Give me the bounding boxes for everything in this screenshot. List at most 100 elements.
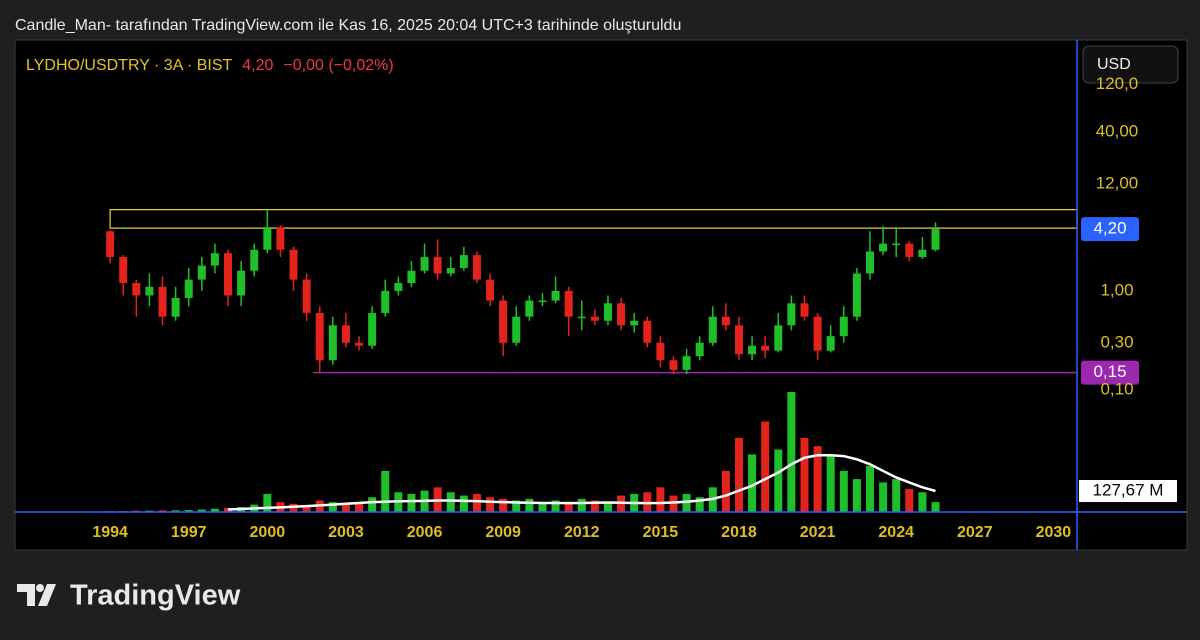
volume-bar xyxy=(564,502,573,512)
candle-body xyxy=(197,265,206,280)
candle-body xyxy=(577,316,586,319)
candle-body xyxy=(538,300,547,303)
volume-bar xyxy=(197,509,206,512)
volume-bar xyxy=(158,510,167,512)
candle-body xyxy=(381,290,390,313)
candle-body xyxy=(145,286,154,296)
volume-bar xyxy=(328,502,337,512)
candle-body xyxy=(472,255,481,280)
last-price-label: 4,20 xyxy=(1093,219,1126,238)
x-tick-label: 2012 xyxy=(564,524,600,541)
candle-body xyxy=(289,249,298,280)
candle-body xyxy=(774,325,783,351)
candle-body xyxy=(224,253,233,296)
y-tick-label: 120,0 xyxy=(1096,74,1139,93)
candle-body xyxy=(695,342,704,357)
candle-body xyxy=(865,251,874,274)
volume-bar xyxy=(525,498,534,512)
x-tick-label: 2003 xyxy=(328,524,364,541)
symbol: LYDHO/USDTRY · 3A · BIST xyxy=(26,57,233,74)
candle-body xyxy=(158,286,167,317)
candle-body xyxy=(643,320,652,343)
candle-body xyxy=(250,249,259,271)
volume-bar xyxy=(826,454,835,512)
candle-body xyxy=(787,303,796,326)
candle-body xyxy=(721,316,730,326)
candle-body xyxy=(918,249,927,257)
volume-bar xyxy=(656,487,665,512)
logo-icon xyxy=(17,584,56,606)
volume-bar xyxy=(381,470,390,512)
candle-body xyxy=(315,312,324,361)
candle-body xyxy=(682,356,691,370)
x-tick-label: 2000 xyxy=(250,524,286,541)
candle-body xyxy=(564,290,573,317)
candle-body xyxy=(184,279,193,298)
candle-body xyxy=(237,270,246,296)
candle-body xyxy=(433,256,442,274)
candle-body xyxy=(931,229,940,250)
attribution: Candle_Man- tarafından TradingView.com i… xyxy=(15,17,681,34)
plot xyxy=(106,209,1078,512)
candle-body xyxy=(551,290,560,301)
candle-body xyxy=(328,325,337,361)
support-label: 0,15 xyxy=(1093,362,1126,381)
volume-bar xyxy=(865,465,874,512)
x-tick-label: 1994 xyxy=(92,524,128,541)
last-price: 4,20 xyxy=(242,57,273,74)
volume-bar xyxy=(512,500,521,512)
volume-bar xyxy=(263,493,272,512)
candle-body xyxy=(800,303,809,317)
candle-body xyxy=(132,283,141,296)
volume-bar xyxy=(341,503,350,512)
candle-body xyxy=(669,360,678,370)
currency-label[interactable]: USD xyxy=(1097,56,1131,73)
candle-body xyxy=(826,336,835,351)
x-tick-label: 2030 xyxy=(1036,524,1072,541)
x-tick-label: 2018 xyxy=(721,524,757,541)
candle-body xyxy=(302,279,311,313)
x-tick-label: 2021 xyxy=(800,524,836,541)
candle-body xyxy=(879,243,888,252)
volume-bar xyxy=(918,492,927,512)
x-tick-label: 1997 xyxy=(171,524,207,541)
volume-bar xyxy=(224,507,233,512)
candle-body xyxy=(603,303,612,321)
candle-body xyxy=(263,227,272,250)
x-tick-label: 2006 xyxy=(407,524,443,541)
volume-bar xyxy=(184,510,193,512)
candle-body xyxy=(839,316,848,337)
last-price-label-box xyxy=(1081,217,1139,242)
candle-body xyxy=(761,345,770,351)
candle-body xyxy=(171,297,180,317)
candle-body xyxy=(420,256,429,271)
candle-body xyxy=(106,231,115,257)
candle-body xyxy=(748,345,757,355)
volume-bar xyxy=(905,488,914,512)
candle-body xyxy=(512,316,521,343)
candle-body xyxy=(892,243,901,246)
candle-body xyxy=(525,300,534,317)
volume-bar xyxy=(472,493,481,512)
y-tick-label: 0,10 xyxy=(1100,380,1133,399)
volume-bar xyxy=(486,497,495,512)
candle-body xyxy=(394,283,403,291)
currency-button[interactable] xyxy=(1082,45,1179,84)
volume-bar xyxy=(800,438,809,512)
candle-body xyxy=(590,316,599,321)
volume-bar xyxy=(368,497,377,512)
volume-bar xyxy=(499,498,508,512)
overlay: 4,20 0,15 127,67 M xyxy=(1079,217,1177,503)
chart-panel xyxy=(14,39,1188,551)
candle-body xyxy=(119,256,128,284)
volume-bar xyxy=(355,502,364,512)
volume-bar xyxy=(931,502,940,512)
x-tick-label: 2027 xyxy=(957,524,993,541)
volume-bar xyxy=(302,505,311,512)
volume-bar xyxy=(551,500,560,512)
volume-bar xyxy=(695,497,704,512)
volume-bar xyxy=(459,495,468,512)
candle-body xyxy=(852,273,861,317)
volume-bar xyxy=(590,500,599,512)
